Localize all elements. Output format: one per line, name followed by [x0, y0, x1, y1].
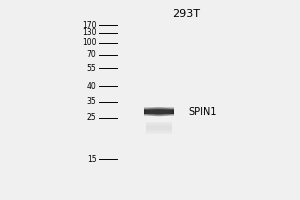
Bar	[144, 114, 174, 115]
Text: 70: 70	[87, 50, 97, 59]
Bar	[144, 111, 174, 112]
Text: 55: 55	[87, 64, 97, 73]
Bar	[144, 113, 174, 114]
Bar	[144, 108, 174, 109]
Text: 40: 40	[87, 82, 97, 91]
Text: SPIN1: SPIN1	[189, 107, 217, 117]
Bar	[146, 123, 172, 124]
Bar	[144, 112, 174, 113]
Text: 15: 15	[87, 155, 97, 164]
Bar	[146, 132, 172, 133]
Text: 35: 35	[87, 97, 97, 106]
Bar	[146, 128, 172, 129]
Bar	[146, 122, 172, 123]
Bar	[144, 115, 174, 116]
Bar	[144, 107, 174, 108]
Bar	[146, 133, 172, 134]
Text: 25: 25	[87, 113, 97, 122]
Bar	[146, 129, 172, 130]
Bar	[146, 130, 172, 131]
Text: 293T: 293T	[172, 9, 200, 19]
Ellipse shape	[148, 109, 169, 114]
Bar	[146, 126, 172, 127]
Bar	[146, 131, 172, 132]
Bar	[144, 109, 174, 110]
Text: 130: 130	[82, 28, 97, 37]
Bar	[146, 124, 172, 125]
Text: 100: 100	[82, 38, 97, 47]
Text: 170: 170	[82, 21, 97, 30]
Ellipse shape	[144, 107, 174, 116]
Bar	[146, 125, 172, 126]
Bar	[144, 110, 174, 111]
Bar	[146, 127, 172, 128]
